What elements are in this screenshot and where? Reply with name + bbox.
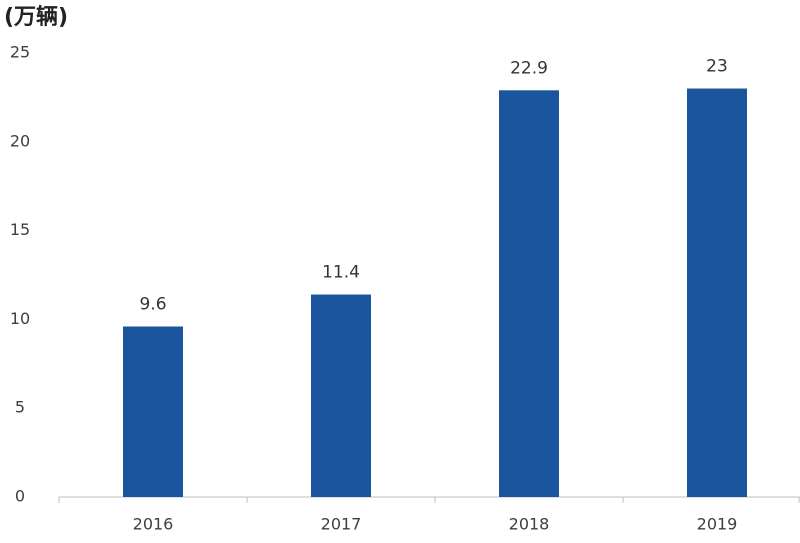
bar <box>499 90 559 498</box>
x-tick-label: 2016 <box>133 515 174 534</box>
y-tick-label: 20 <box>10 131 30 150</box>
value-label: 23 <box>706 57 728 77</box>
bar <box>687 88 747 498</box>
y-axis-label: (万辆) <box>4 4 68 30</box>
bar <box>123 326 183 497</box>
value-label: 22.9 <box>510 58 548 78</box>
y-tick-label: 10 <box>10 309 30 328</box>
x-tick-label: 2019 <box>697 515 738 534</box>
value-label: 9.6 <box>139 295 166 315</box>
y-tick-label: 5 <box>15 398 25 417</box>
y-tick-label: 15 <box>10 220 30 239</box>
value-label: 11.4 <box>322 263 360 283</box>
bar <box>311 294 371 497</box>
y-tick-label: 0 <box>15 487 25 506</box>
x-tick-label: 2017 <box>321 515 362 534</box>
y-tick-label: 25 <box>10 43 30 62</box>
x-tick-label: 2018 <box>509 515 550 534</box>
